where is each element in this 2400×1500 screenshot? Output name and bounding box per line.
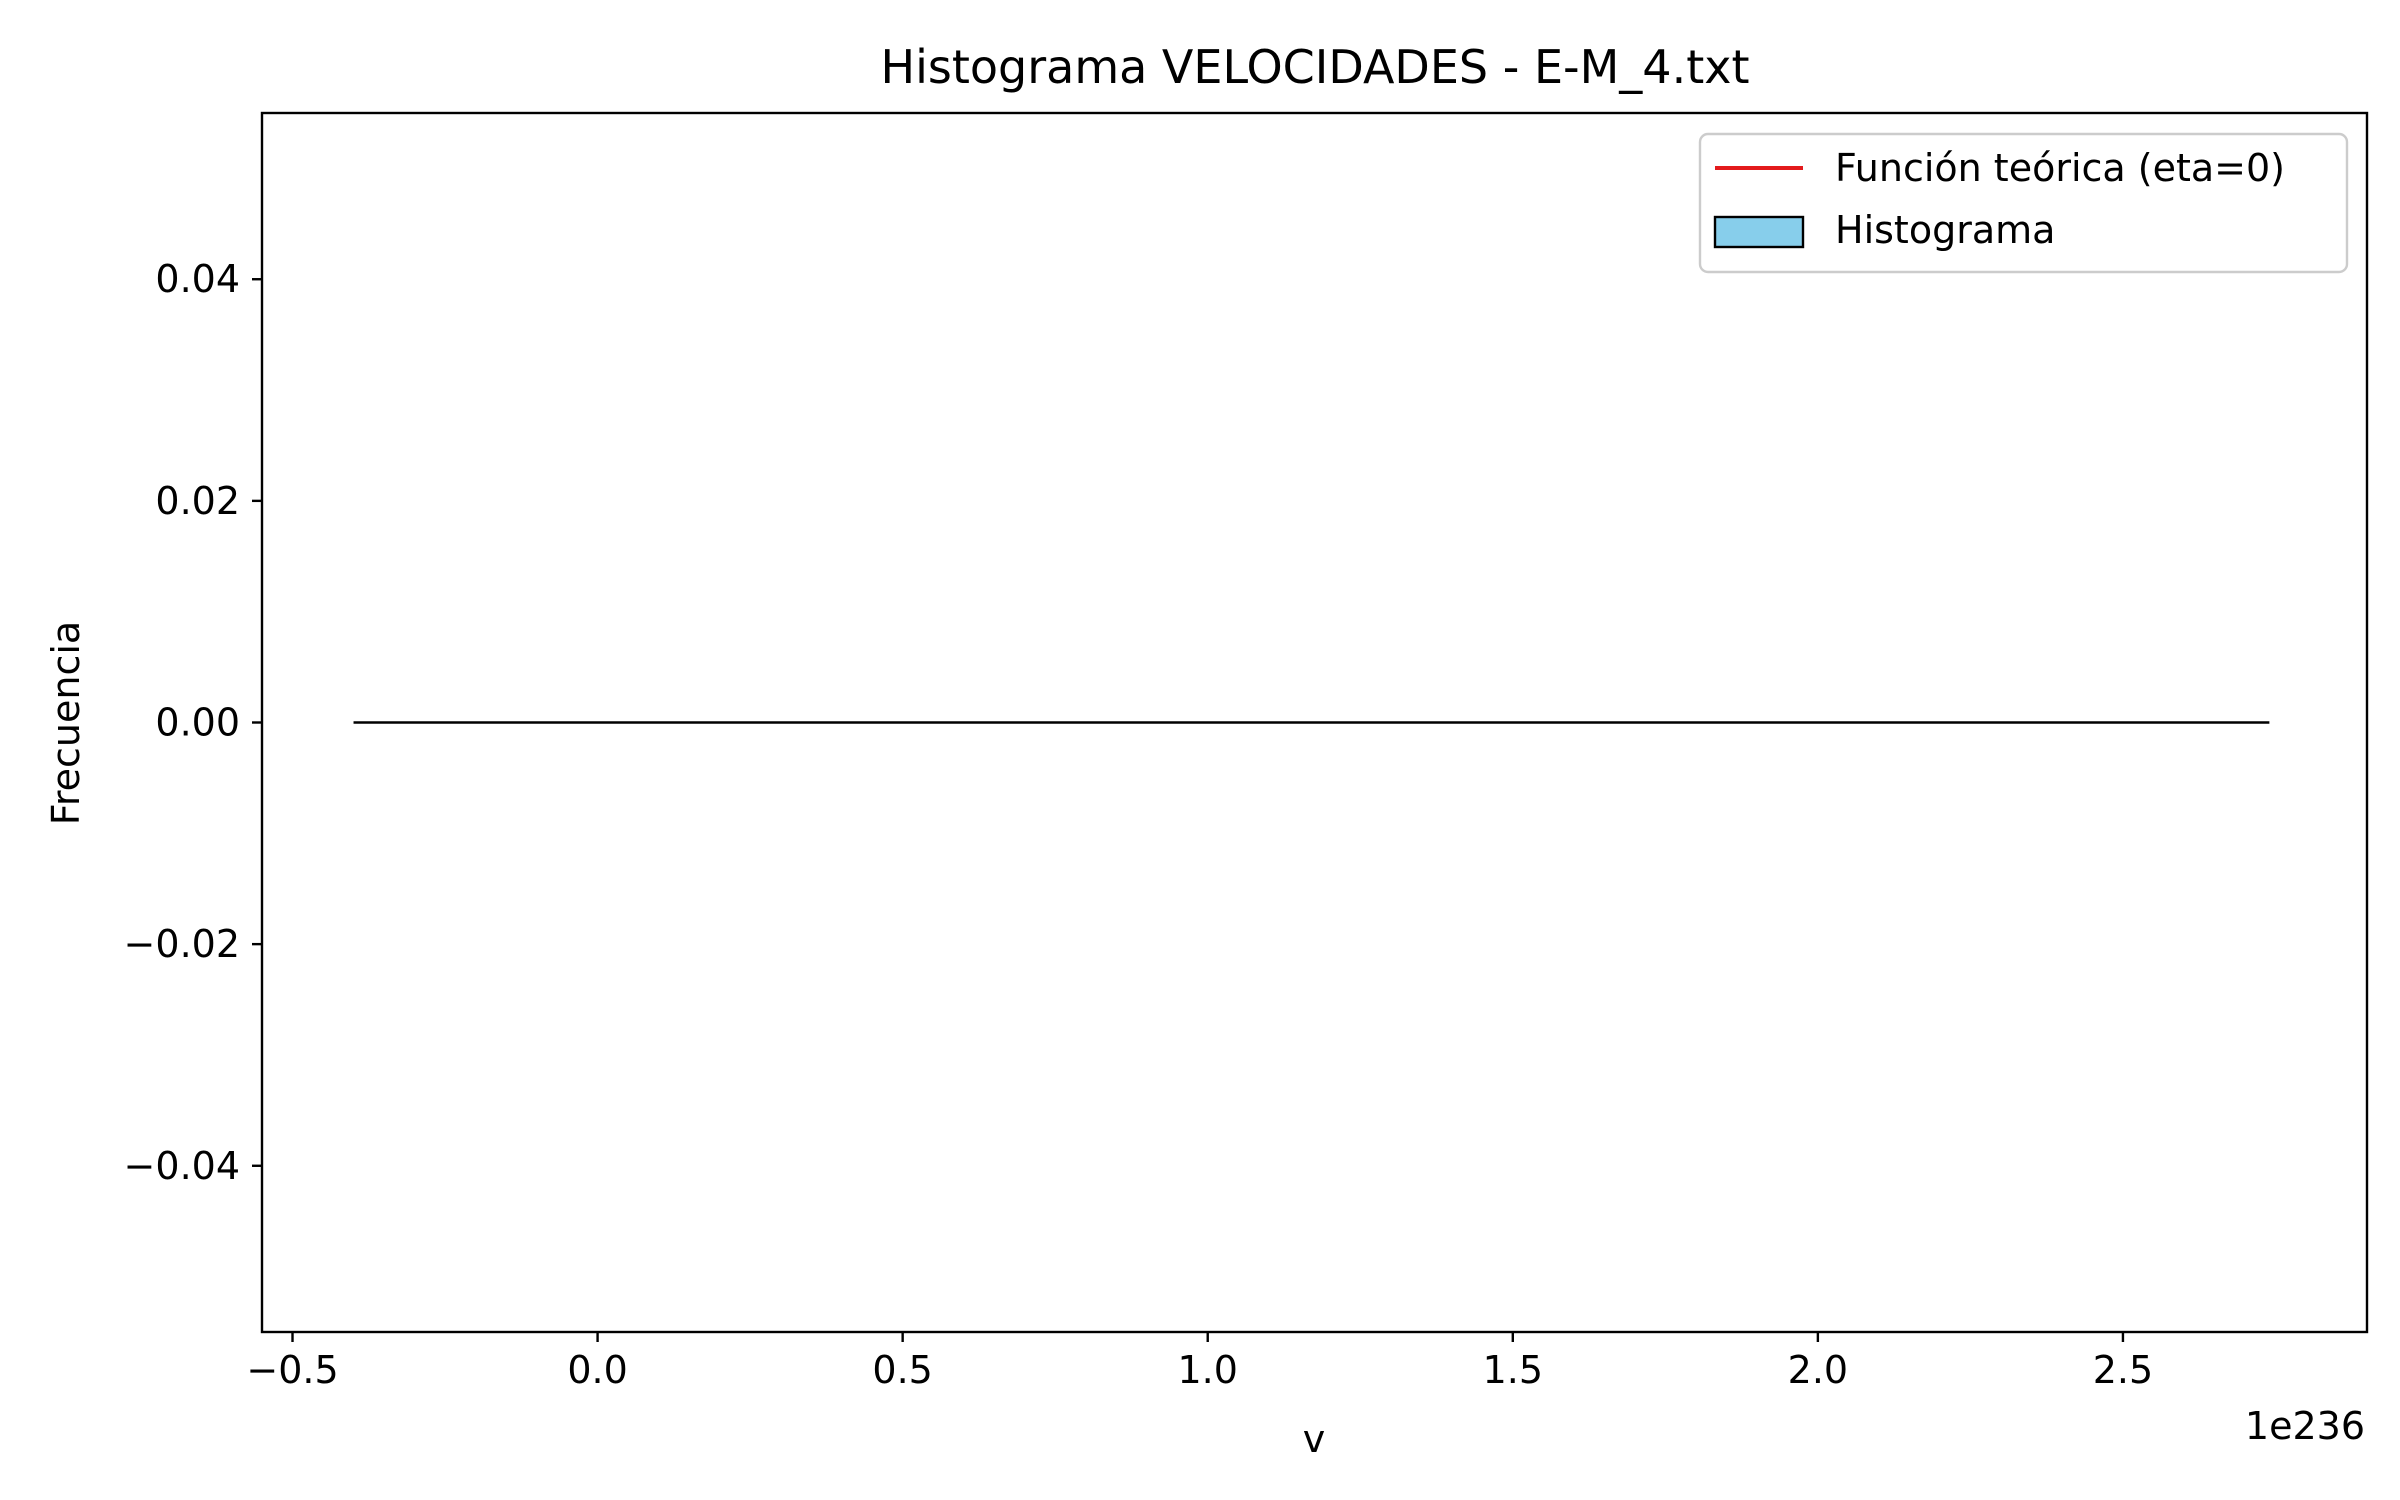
y-tick-label: −0.02: [124, 922, 240, 966]
y-axis-label: Frecuencia: [44, 621, 88, 825]
legend: Función teórica (eta=0) Histograma: [1698, 132, 2349, 274]
x-tick-label: 0.5: [872, 1348, 932, 1392]
chart-title: Histograma VELOCIDADES - E-M_4.txt: [881, 40, 1750, 94]
x-tick-label: 2.5: [2093, 1348, 2153, 1392]
y-axis: 0.04 0.02 0.00 −0.02 −0.04: [124, 257, 262, 1188]
x-tick-label: 1.5: [1483, 1348, 1543, 1392]
legend-label-histogram: Histograma: [1835, 208, 2055, 252]
legend-label-function: Función teórica (eta=0): [1835, 146, 2285, 190]
y-tick-label: 0.04: [155, 257, 240, 301]
y-tick-label: 0.00: [155, 701, 240, 745]
x-tick-label: 1.0: [1178, 1348, 1238, 1392]
x-tick-label: −0.5: [246, 1348, 338, 1392]
y-tick-label: −0.04: [124, 1144, 240, 1188]
x-axis-label: v: [1303, 1417, 1326, 1461]
legend-patch-marker: [1713, 215, 1805, 249]
x-tick-label: 2.0: [1788, 1348, 1848, 1392]
y-tick-label: 0.02: [155, 479, 240, 523]
x-axis-offset-label: 1e236: [2245, 1404, 2365, 1448]
axes-frame: [260, 111, 2369, 1334]
legend-box: [1698, 132, 2349, 274]
x-tick-label: 0.0: [567, 1348, 627, 1392]
x-axis: −0.5 0.0 0.5 1.0 1.5 2.0 2.5: [246, 1332, 2153, 1392]
